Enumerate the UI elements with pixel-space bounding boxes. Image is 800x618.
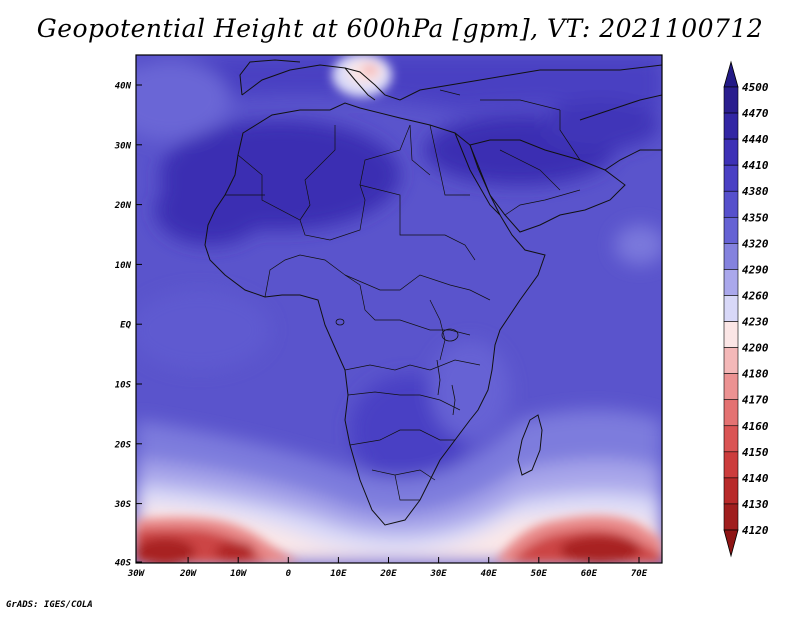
lat-tick-label: 10S bbox=[115, 381, 132, 391]
colorbar-label: 4260 bbox=[742, 289, 769, 302]
colorbar-label: 4350 bbox=[742, 211, 769, 224]
country-borders bbox=[225, 89, 581, 501]
colorbar-top-arrow bbox=[723, 60, 739, 88]
lat-tick-label: 30N bbox=[114, 141, 132, 151]
colorbar-label: 4380 bbox=[742, 185, 769, 198]
colorbar-swatch bbox=[723, 269, 739, 296]
colorbar-label: 4180 bbox=[742, 368, 769, 381]
colorbar-label: 4470 bbox=[742, 107, 769, 120]
coastlines bbox=[204, 59, 662, 526]
colorbar-label: 4500 bbox=[742, 81, 769, 94]
colorbar-swatch bbox=[723, 190, 739, 218]
colorbar-swatch bbox=[723, 112, 739, 140]
colorbar-label: 4130 bbox=[742, 498, 769, 511]
lon-tick-label: 60E bbox=[581, 569, 598, 579]
map-frame bbox=[135, 54, 663, 564]
lon-tick-label: 70E bbox=[631, 569, 648, 579]
latitude-axis: 40N 30N 20N 10N EQ 10S 20S 30S 40S bbox=[114, 82, 142, 569]
colorbar-label: 4170 bbox=[742, 394, 769, 407]
longitude-axis: 30W 20W 10W 0 10E 20E 30E 40E 50E 60E 70E bbox=[127, 557, 648, 579]
colorbar-label: 4290 bbox=[742, 263, 769, 276]
colorbar-swatch bbox=[723, 295, 739, 322]
colorbar-label: 4440 bbox=[742, 133, 769, 146]
colorbar-swatch bbox=[723, 451, 739, 479]
colorbar-label: 4410 bbox=[742, 159, 769, 172]
lon-tick-label: 30E bbox=[429, 569, 447, 579]
lon-tick-label: 0 bbox=[286, 569, 292, 579]
colorbar-swatch bbox=[723, 243, 739, 270]
lon-tick-label: 10E bbox=[330, 569, 347, 579]
map-title: Geopotential Height at 600hPa [gpm], VT:… bbox=[36, 14, 764, 43]
colorbar-label: 4150 bbox=[742, 446, 769, 459]
colorbar-swatch bbox=[723, 477, 739, 505]
colorbar-swatch bbox=[723, 503, 739, 531]
colorbar-label: 4230 bbox=[742, 316, 769, 329]
colorbar-swatch bbox=[723, 399, 739, 427]
footer-credit: GrADS: IGES/COLA bbox=[6, 600, 93, 610]
lat-tick-label: 30S bbox=[114, 500, 132, 510]
colorbar-swatch bbox=[723, 321, 739, 348]
colorbar: 4500 4470 4440 4410 4380 4350 4320 4290 4260 4230… bbox=[723, 60, 769, 558]
colorbar-swatch bbox=[723, 216, 739, 244]
colorbar-swatch bbox=[723, 425, 739, 453]
lon-tick-label: 40E bbox=[481, 569, 498, 579]
colorbar-swatch bbox=[723, 347, 739, 374]
lat-tick-label: 40S bbox=[115, 559, 132, 569]
colorbar-label: 4160 bbox=[742, 420, 769, 433]
colorbar-label: 4320 bbox=[742, 237, 769, 250]
lon-tick-label: 20E bbox=[379, 569, 397, 579]
colorbar-swatch bbox=[723, 86, 739, 114]
lon-tick-label: 30W bbox=[127, 569, 146, 579]
colorbar-swatch bbox=[723, 373, 739, 401]
lon-tick-label: 20W bbox=[179, 569, 198, 579]
colorbar-label: 4120 bbox=[742, 524, 769, 537]
lat-tick-label: 20N bbox=[114, 201, 132, 211]
geopotential-field bbox=[136, 55, 662, 563]
lat-tick-label: EQ bbox=[120, 321, 131, 331]
lon-tick-label: 50E bbox=[531, 569, 548, 579]
lon-tick-label: 10W bbox=[230, 569, 248, 579]
lat-tick-label: 20S bbox=[114, 440, 132, 450]
colorbar-bottom-arrow bbox=[723, 529, 739, 558]
lat-tick-label: 40N bbox=[115, 82, 132, 92]
colorbar-swatch bbox=[723, 138, 739, 166]
lakes bbox=[335, 318, 459, 416]
lat-tick-label: 10N bbox=[115, 261, 132, 271]
colorbar-label: 4140 bbox=[742, 472, 769, 485]
colorbar-label: 4200 bbox=[742, 342, 769, 355]
colorbar-swatch bbox=[723, 164, 739, 192]
